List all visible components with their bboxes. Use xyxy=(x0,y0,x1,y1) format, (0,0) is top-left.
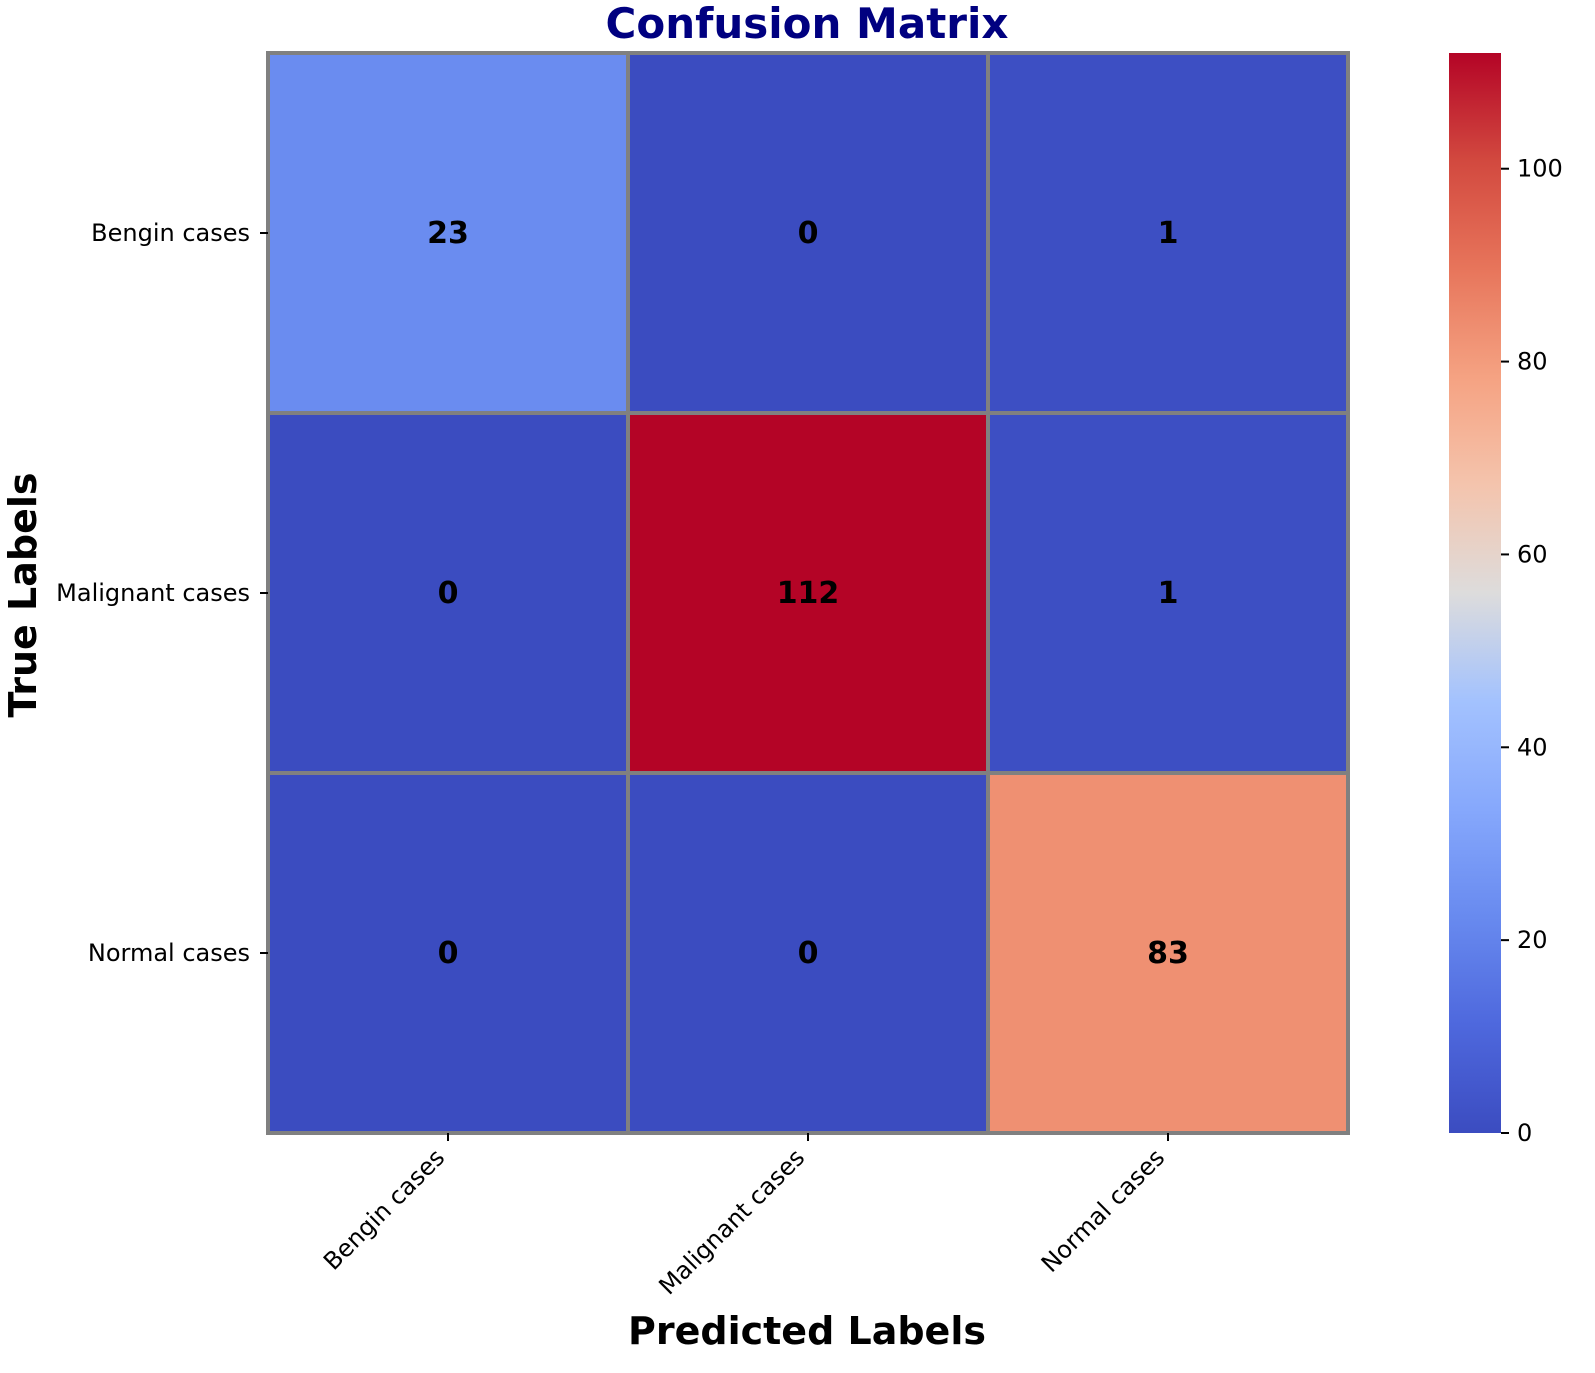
cell-value-1-1: 112 xyxy=(777,576,840,611)
heatmap-cell-2-0 xyxy=(266,771,630,1135)
heatmap-cell-0-0 xyxy=(266,51,630,415)
cell-value-2-0: 0 xyxy=(438,936,459,971)
y-axis-title: True Labels xyxy=(1,472,45,717)
colorbar-tick-label: 80 xyxy=(1517,348,1548,376)
y-axis-ticks: Bengin cases Malignant cases Normal cases xyxy=(56,219,268,967)
heatmap-cells xyxy=(266,51,1350,1135)
cell-value-1-2: 1 xyxy=(1158,576,1179,611)
y-tick-label: Bengin cases xyxy=(91,219,250,247)
heatmap-cell-0-2 xyxy=(986,51,1350,415)
x-tick-label: Bengin cases xyxy=(318,1143,450,1275)
cell-value-2-1: 0 xyxy=(798,936,819,971)
colorbar-tick-label: 0 xyxy=(1517,1119,1532,1147)
colorbar xyxy=(1449,53,1501,1133)
x-tick-label: Normal cases xyxy=(1036,1143,1170,1277)
heatmap-cell-0-1 xyxy=(626,51,990,415)
colorbar-tick-label: 40 xyxy=(1517,733,1548,761)
heatmap-cell-labels: 23 0 1 0 112 1 0 0 83 xyxy=(427,216,1189,971)
cell-value-0-0: 23 xyxy=(427,216,469,251)
cell-value-1-0: 0 xyxy=(438,576,459,611)
x-axis-title: Predicted Labels xyxy=(628,1309,986,1353)
colorbar-tick-label: 20 xyxy=(1517,926,1548,954)
chart-title: Confusion Matrix xyxy=(606,0,1009,48)
cell-value-0-1: 0 xyxy=(798,216,819,251)
heatmap-cell-2-2 xyxy=(986,771,1350,1135)
heatmap-cell-1-0 xyxy=(266,411,630,775)
colorbar-tick-label: 60 xyxy=(1517,540,1548,568)
y-tick-label: Malignant cases xyxy=(56,579,250,607)
cell-value-2-2: 83 xyxy=(1147,936,1189,971)
y-tick-label: Normal cases xyxy=(88,939,250,967)
x-axis-ticks: Bengin cases Malignant cases Normal cases xyxy=(318,1133,1170,1300)
cell-value-0-2: 1 xyxy=(1158,216,1179,251)
colorbar-ticks: 0 20 40 60 80 100 xyxy=(1501,155,1563,1147)
x-tick-label: Malignant cases xyxy=(653,1143,810,1300)
heatmap-cell-2-1 xyxy=(626,771,990,1135)
colorbar-tick-label: 100 xyxy=(1517,155,1563,183)
